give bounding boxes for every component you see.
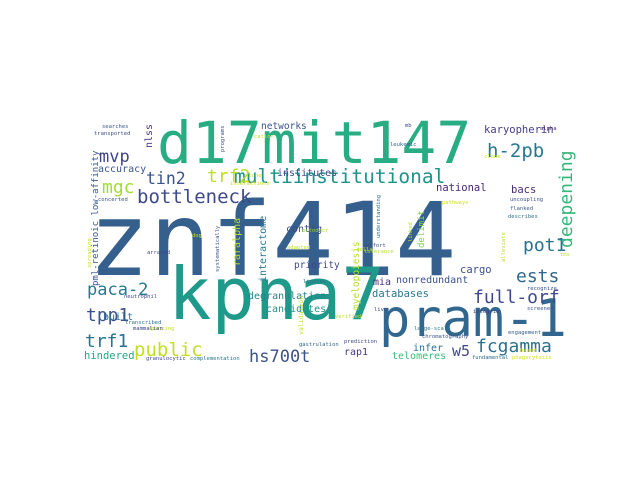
word-ligases: ligases xyxy=(303,279,326,285)
word-searches: searches xyxy=(102,124,129,130)
word-complementation: complementation xyxy=(190,356,240,362)
word-tin2: tin2 xyxy=(146,169,186,188)
word-pot1: pot1 xyxy=(523,235,566,256)
word-nlss: nlss xyxy=(144,124,155,148)
word-pathways: pathways xyxy=(442,200,469,206)
word-d17mit147: d17mit147 xyxy=(157,109,471,177)
word-arrayed: arrayed xyxy=(147,250,170,256)
word-tms: tms xyxy=(560,252,570,258)
word-validation: validation xyxy=(297,296,305,335)
word-interactome: interactome xyxy=(258,216,269,282)
word-trf1: trf1 xyxy=(85,331,128,352)
word-institutes: institutes xyxy=(277,168,337,179)
word-ests: ests xyxy=(516,266,559,287)
word-mvp: mvp xyxy=(99,147,130,167)
word-karyopherin: karyopherin xyxy=(484,124,554,136)
word-mammalian: mammalian xyxy=(133,326,163,332)
word-priority: priority xyxy=(294,260,340,271)
word-integrin: integrin xyxy=(473,309,500,315)
word-screened: screened xyxy=(527,306,554,312)
word-understanding: understanding xyxy=(376,195,382,238)
word-paca-2: paca-2 xyxy=(87,280,148,300)
word-spreading: spreading xyxy=(87,238,93,268)
word-full-orf: full-orf xyxy=(473,287,560,308)
word-trf2: trf2 xyxy=(207,166,250,187)
word-gastrulation: gastrulation xyxy=(299,342,339,348)
word-deepening: deepening xyxy=(556,150,577,248)
word-systematically: systematically xyxy=(215,225,221,272)
word-networks: networks xyxy=(261,121,307,132)
word-rap1: rap1 xyxy=(344,347,368,358)
word-delimit: delimit xyxy=(417,210,427,248)
word-bottleneck: bottleneck xyxy=(137,186,252,208)
word-mgc: mgc xyxy=(102,177,135,198)
word-fundamental: fundamental xyxy=(472,355,508,361)
word-niche: niche xyxy=(245,173,262,179)
word-transcribed: transcribed xyxy=(125,320,161,326)
word-w5: w5 xyxy=(452,342,470,360)
word-raralpha: raralpha xyxy=(232,218,243,266)
word-infer: infer xyxy=(413,343,443,354)
word-concerted: concerted xyxy=(98,197,128,203)
word-uncoupling: uncoupling xyxy=(510,197,543,203)
word-spanning: spanning xyxy=(148,326,175,332)
word-engagement: engagement xyxy=(508,330,541,336)
word-octodecr: octodecr xyxy=(302,228,329,234)
word-fcgamma: fcgamma xyxy=(476,336,552,357)
word-databases: databases xyxy=(372,288,429,300)
word-myelopoiesis: myelopoiesis xyxy=(351,241,362,310)
word-verified: verified xyxy=(335,314,362,320)
word-cation: cation xyxy=(254,134,274,140)
word-describes: describes xyxy=(508,214,538,220)
word-clone: clone xyxy=(484,154,501,160)
word-adapted: adapted xyxy=(287,245,310,251)
word-candidates: candidates xyxy=(266,304,326,315)
word-neutrophil: neutrophil xyxy=(124,294,157,300)
word-h-2pb: h-2pb xyxy=(487,140,544,162)
word-contig: contig xyxy=(286,224,322,235)
word-phagocytosis: phagocytosis xyxy=(512,355,552,361)
word-hindered: hindered xyxy=(84,350,135,362)
word-programs: programs xyxy=(220,126,226,153)
word-granulocytic: granulocytic xyxy=(146,356,186,362)
word-kpna7: kpna7 xyxy=(168,252,385,336)
word-pml-retinoic: pml-retinoic low-affinity xyxy=(91,150,101,286)
word-cells: cells xyxy=(356,247,373,253)
word-large-scale: large-scale xyxy=(414,326,450,332)
word-national: national xyxy=(436,182,487,194)
word-tpp1: tpp1 xyxy=(86,305,129,326)
word-mb: mb xyxy=(405,123,412,129)
word-nonredundant: nonredundant xyxy=(396,275,468,286)
word-tolerance: tolerance xyxy=(364,249,394,255)
word-degranulation: degranulation xyxy=(248,291,326,302)
word-transported: transported xyxy=(94,131,130,137)
word-znf414: znf414 xyxy=(88,181,456,300)
word-leukemic: leukemic xyxy=(390,142,417,148)
word-dog: dog xyxy=(192,233,202,239)
word-telomeres: telomeres xyxy=(392,351,446,362)
word-alleviate: alleviate xyxy=(501,232,507,262)
word-chromatography: chromatography xyxy=(422,334,469,340)
word-built: built xyxy=(103,312,133,323)
word-mia: mia xyxy=(373,277,391,288)
word-live: live xyxy=(374,307,387,313)
word-effort: effort xyxy=(366,243,386,249)
word-pram-1: pram-1 xyxy=(379,289,567,349)
word-linked: linked xyxy=(408,222,414,242)
word-bacs: bacs xyxy=(511,184,536,196)
word-based: based xyxy=(520,348,537,354)
word-hs700t: hs700t xyxy=(249,347,310,367)
word-accuracy: accuracy xyxy=(98,164,146,175)
word-recognize: recognize xyxy=(527,286,557,292)
word-cargo: cargo xyxy=(460,264,492,276)
word-public: public xyxy=(134,339,203,361)
word-interactions: interactions xyxy=(230,181,270,187)
word-flanked: flanked xyxy=(510,206,533,212)
word-alpha: alpha xyxy=(540,126,557,132)
word-prediction: prediction xyxy=(344,339,377,345)
word-multiinstitutional: multiinstitutional xyxy=(234,165,445,188)
